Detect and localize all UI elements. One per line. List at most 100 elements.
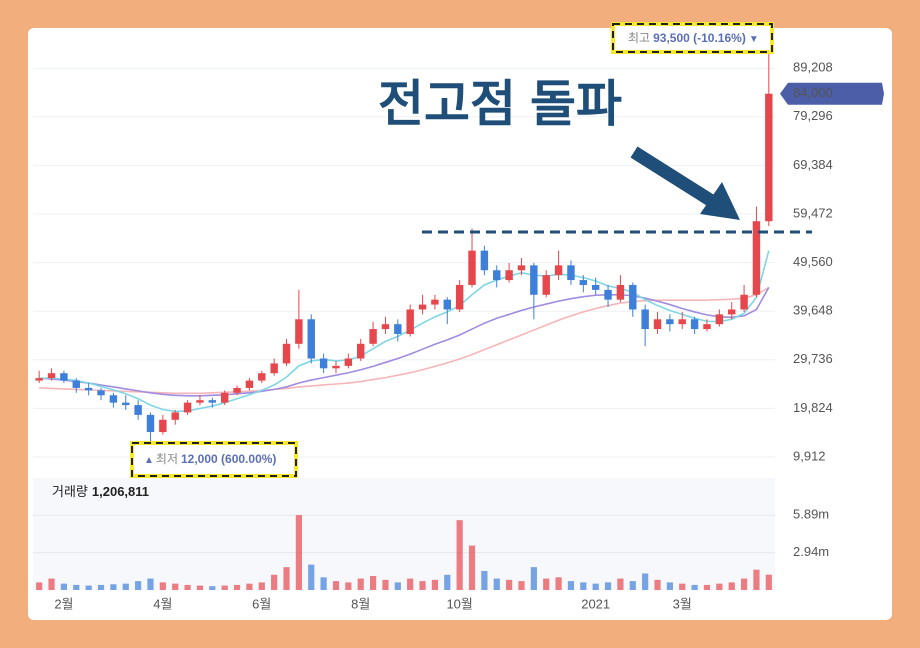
volume-bar bbox=[431, 579, 439, 590]
candle-body bbox=[443, 299, 451, 310]
candle-body bbox=[258, 373, 266, 381]
candle-body bbox=[517, 265, 526, 271]
volume-bar bbox=[604, 582, 612, 590]
x-tick-label: 2월 bbox=[54, 596, 73, 611]
last-price-label: 84,000 bbox=[793, 85, 833, 100]
volume-bar bbox=[444, 574, 451, 590]
volume-panel bbox=[33, 478, 775, 590]
volume-bar bbox=[728, 582, 735, 590]
candle-body bbox=[146, 414, 155, 433]
volume-bar bbox=[555, 577, 562, 590]
candle-body bbox=[171, 412, 179, 420]
y-tick-label: 69,384 bbox=[793, 157, 833, 172]
volume-bar bbox=[617, 578, 624, 590]
volume-bar bbox=[567, 581, 575, 590]
volume-bar bbox=[209, 586, 216, 590]
volume-bar bbox=[394, 582, 401, 590]
volume-bar bbox=[506, 579, 513, 590]
candle-body bbox=[344, 358, 353, 366]
volume-caption: 거래량 1,206,811 bbox=[52, 484, 149, 499]
volume-bar bbox=[716, 583, 723, 590]
volume-bar bbox=[135, 581, 142, 590]
volume-bar bbox=[48, 578, 55, 590]
candle-body bbox=[319, 358, 328, 369]
volume-bar bbox=[518, 581, 525, 590]
volume-bar bbox=[493, 578, 500, 590]
candle-body bbox=[431, 299, 439, 305]
y-tick-label: 59,472 bbox=[793, 205, 833, 220]
candle-body bbox=[554, 265, 563, 276]
candle-body bbox=[579, 280, 588, 285]
volume-bar bbox=[122, 583, 129, 590]
volume-bar bbox=[629, 581, 636, 590]
volume-bar bbox=[332, 581, 340, 590]
candle-body bbox=[97, 390, 105, 396]
low-text: 12,000 (600.00%) bbox=[181, 452, 276, 466]
volume-bar bbox=[468, 545, 476, 590]
candle-body bbox=[369, 329, 377, 344]
volume-bar bbox=[283, 567, 290, 590]
volume-bar bbox=[456, 520, 463, 590]
y-tick-label: 29,736 bbox=[793, 351, 833, 366]
volume-bar bbox=[60, 583, 68, 590]
volume-tick-label: 2.94m bbox=[793, 544, 829, 559]
candle-body bbox=[307, 319, 315, 359]
volume-bar bbox=[543, 578, 550, 590]
y-tick-label: 49,560 bbox=[793, 254, 833, 269]
volume-bar bbox=[196, 585, 204, 590]
x-tick-label: 8월 bbox=[351, 596, 370, 611]
candle-body bbox=[715, 314, 724, 325]
volume-bar bbox=[320, 577, 327, 590]
candle-body bbox=[752, 221, 761, 295]
arrow-head bbox=[700, 182, 740, 220]
candle-body bbox=[245, 380, 254, 388]
volume-bar bbox=[97, 584, 105, 590]
volume-bar bbox=[666, 582, 673, 590]
y-tick-label: 89,208 bbox=[793, 60, 833, 75]
high-annotation: 최고 93,500 (-10.16%) ▼ bbox=[628, 31, 759, 45]
candle-body bbox=[233, 387, 241, 393]
candle-body bbox=[765, 93, 773, 222]
candle-body bbox=[270, 363, 278, 374]
volume-bar bbox=[753, 569, 760, 590]
low-arrow: ▲ bbox=[144, 455, 154, 466]
volume-bar bbox=[530, 567, 537, 590]
low-box: ▲ 최저 12,000 (600.00%) bbox=[130, 441, 298, 478]
candle-body bbox=[468, 250, 476, 285]
volume-bar bbox=[246, 583, 253, 590]
volume-bar bbox=[221, 585, 228, 590]
volume-bar bbox=[73, 584, 80, 590]
y-tick-label: 9,912 bbox=[793, 448, 826, 463]
volume-bar bbox=[295, 515, 302, 590]
candle-body bbox=[332, 365, 340, 369]
volume-bar bbox=[172, 583, 179, 590]
candle-body bbox=[493, 270, 501, 281]
volume-bar bbox=[36, 582, 43, 590]
last-price-tag bbox=[780, 82, 884, 105]
volume-bar bbox=[147, 578, 154, 590]
candle-body bbox=[72, 380, 80, 388]
volume-bar bbox=[159, 582, 166, 590]
candle-body bbox=[455, 284, 464, 310]
volume-bar bbox=[271, 574, 278, 590]
y-tick-label: 19,824 bbox=[793, 400, 833, 415]
y-tick-label: 79,296 bbox=[793, 108, 833, 123]
high-arrow: ▼ bbox=[749, 34, 759, 45]
volume-bar bbox=[345, 582, 352, 590]
candle-body bbox=[604, 289, 612, 300]
candle-body bbox=[282, 343, 291, 364]
candle-body bbox=[542, 275, 550, 295]
arrow bbox=[630, 146, 722, 211]
candle-body bbox=[666, 319, 674, 325]
high-box-dash bbox=[612, 23, 773, 53]
candle-body bbox=[406, 309, 414, 334]
volume-title: 거래량 bbox=[52, 484, 88, 499]
low-label: 최저 bbox=[156, 452, 178, 466]
volume-bar bbox=[233, 584, 241, 590]
moving-average bbox=[39, 287, 770, 397]
volume-bar bbox=[110, 584, 117, 590]
volume-bar bbox=[419, 581, 426, 590]
volume-bar bbox=[740, 578, 748, 590]
candle-body bbox=[84, 387, 93, 391]
